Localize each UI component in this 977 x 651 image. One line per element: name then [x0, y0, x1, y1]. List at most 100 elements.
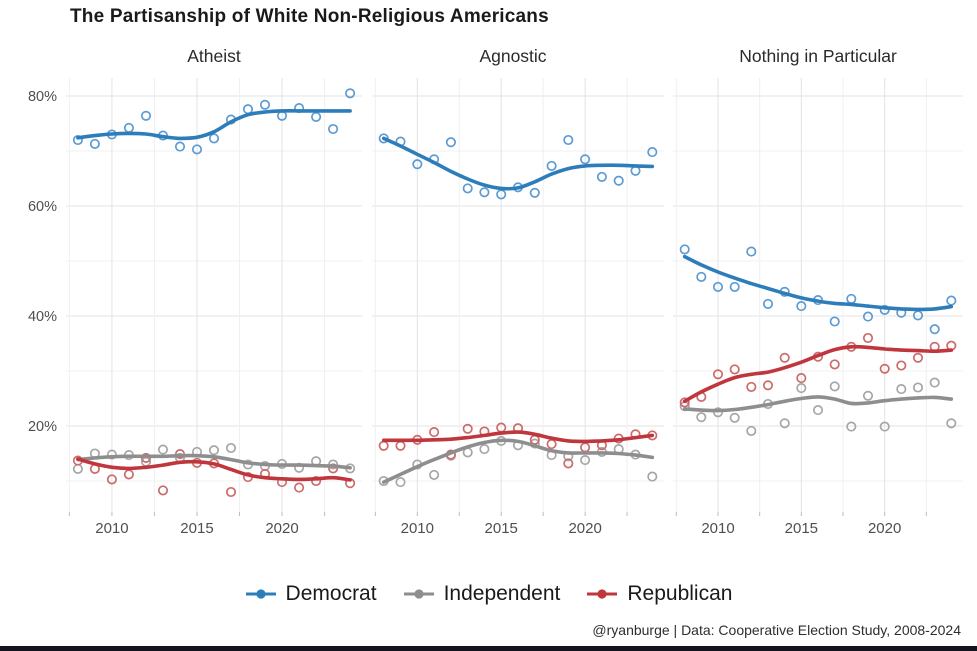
scatter-dot-republican: [157, 485, 169, 496]
x-tick-label: 2010: [95, 520, 128, 537]
scatter-dot-independent: [72, 463, 83, 474]
scatter-dot-democrat: [412, 159, 423, 170]
y-tick-label: 40%: [28, 309, 57, 325]
scatter-dot-republican: [546, 439, 557, 450]
scatter-dot-democrat: [445, 137, 456, 148]
scatter-dot-republican: [429, 427, 440, 438]
scatter-dot-democrat: [89, 138, 100, 149]
scatter-dot-republican: [746, 381, 757, 392]
scatter-dot-democrat: [929, 324, 940, 335]
scatter-dot-independent: [208, 445, 220, 456]
scatter-dot-democrat: [580, 154, 591, 165]
scatter-dot-republican: [378, 440, 389, 451]
scatter-dot-democrat: [647, 147, 658, 158]
scatter-dot-republican: [311, 475, 322, 487]
scatter-dot-democrat: [563, 134, 574, 146]
legend-label-independent: Independent: [443, 582, 561, 605]
scatter-dot-democrat: [630, 165, 641, 176]
x-tick-label: 2020: [265, 520, 298, 537]
scatter-dot-democrat: [529, 187, 540, 198]
scatter-dot-independent: [862, 390, 874, 401]
republican-line-dot-icon: [587, 589, 618, 599]
trend-line-democrat: [76, 109, 352, 141]
scatter-dot-democrat: [596, 171, 607, 182]
trend-line-republican: [381, 430, 655, 444]
scatter-dot-independent: [812, 405, 824, 416]
scatter-dot-independent: [829, 381, 840, 392]
facet-title-agnostic: Agnostic: [479, 46, 547, 66]
scatter-dot-democrat: [546, 160, 557, 171]
scatter-dot-democrat: [729, 281, 740, 292]
scatter-dot-republican: [679, 397, 690, 408]
scatter-dot-democrat: [140, 110, 152, 121]
scatter-dot-democrat: [191, 144, 203, 155]
scatter-dot-democrat: [311, 111, 322, 122]
bottom-border-bar: [0, 646, 977, 651]
scatter-dot-independent: [846, 421, 857, 432]
scatter-dot-independent: [395, 477, 406, 488]
scatter-dot-independent: [157, 444, 169, 455]
scatter-dot-democrat: [174, 141, 186, 152]
scatter-dot-independent: [896, 384, 907, 395]
scatter-dot-democrat: [796, 301, 807, 312]
facet-title-atheist: Atheist: [187, 46, 241, 66]
legend-item-independent: Independent: [403, 582, 561, 606]
trend-line-republican: [76, 457, 352, 482]
scatter-dot-democrat: [123, 122, 134, 133]
scatter-dot-democrat: [762, 298, 774, 309]
x-tick-label: 2015: [180, 520, 213, 537]
scatter-dot-independent: [796, 383, 807, 394]
trend-line-democrat: [381, 136, 655, 191]
scatter-dot-independent: [225, 442, 237, 454]
legend-label-republican: Republican: [627, 582, 733, 605]
scatter-dot-republican: [395, 440, 406, 451]
y-tick-label: 20%: [28, 419, 57, 435]
scatter-dot-democrat: [208, 133, 220, 144]
scatter-dot-republican: [779, 352, 790, 363]
x-tick-label: 2015: [485, 520, 518, 537]
scatter-dot-republican: [879, 363, 890, 374]
scatter-dot-independent: [879, 421, 890, 432]
scatter-dot-democrat: [462, 183, 473, 194]
scatter-dot-independent: [746, 425, 757, 436]
trend-line-republican: [682, 344, 954, 404]
x-tick-label: 2010: [401, 520, 434, 537]
legend-item-democrat: Democrat: [245, 582, 377, 606]
scatter-dot-republican: [225, 486, 237, 498]
x-tick-label: 2010: [701, 520, 734, 537]
legend-label-democrat: Democrat: [285, 582, 377, 605]
scatter-dot-republican: [912, 352, 924, 363]
scatter-dot-republican: [328, 463, 339, 474]
scatter-dot-democrat: [746, 246, 757, 257]
y-tick-label: 60%: [28, 199, 57, 215]
scatter-dot-republican: [762, 380, 774, 391]
scatter-dot-democrat: [829, 316, 840, 327]
trend-line-independent: [76, 453, 352, 470]
scatter-dot-republican: [712, 369, 724, 380]
scatter-dot-republican: [729, 364, 740, 375]
scatter-dot-democrat: [72, 134, 83, 146]
scatter-dot-republican: [896, 360, 907, 371]
independent-line-dot-icon: [403, 589, 434, 599]
scatter-dot-democrat: [696, 271, 707, 282]
scatter-dot-democrat: [712, 281, 724, 292]
scatter-dot-independent: [479, 444, 490, 455]
scatter-dot-republican: [862, 332, 874, 344]
y-tick-label: 80%: [28, 89, 57, 105]
scatter-dot-democrat: [613, 175, 624, 186]
plot-area: 2010 2015 2020 2010 2015 2020 2010 2015 2020 20% 4…: [28, 78, 963, 537]
trend-line-independent: [381, 438, 655, 484]
scatter-dot-democrat: [912, 310, 924, 321]
scatter-dot-republican: [796, 373, 807, 384]
scatter-dot-independent: [429, 469, 440, 480]
scatter-dot-independent: [106, 449, 117, 460]
scatter-dot-independent: [580, 455, 591, 466]
scatter-dot-democrat: [259, 99, 271, 110]
x-tick-label: 2015: [785, 520, 818, 537]
scatter-dot-independent: [696, 412, 707, 423]
scatter-dot-democrat: [946, 295, 957, 306]
democrat-line-dot-icon: [245, 589, 276, 599]
scatter-dot-democrat: [846, 293, 857, 304]
trend-line-democrat: [682, 254, 954, 312]
